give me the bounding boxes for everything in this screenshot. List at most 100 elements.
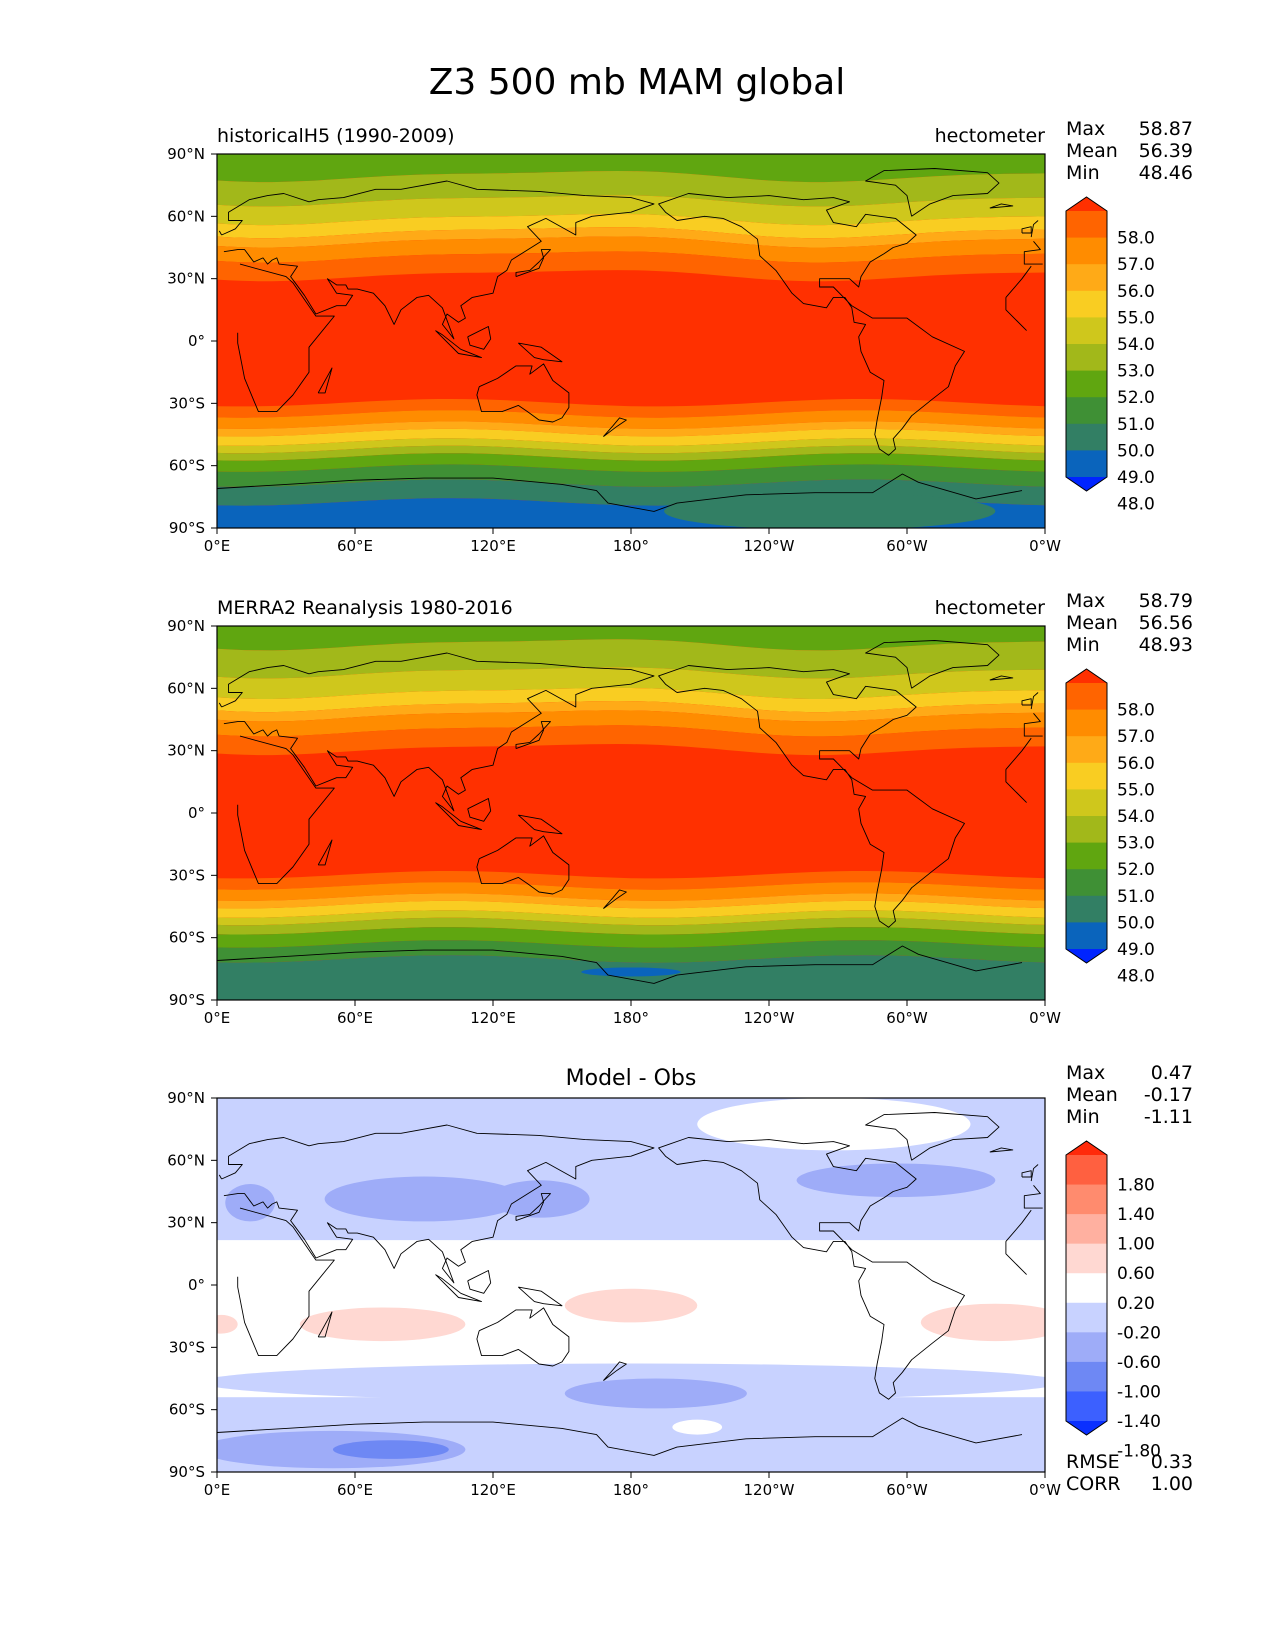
colorbar-label: -0.60	[1117, 1353, 1161, 1373]
stat-mean-label: Mean	[1066, 612, 1118, 634]
contour-band	[217, 428, 1045, 446]
stat-mean-value: 56.56	[1139, 612, 1193, 634]
panel-obs-units: hectometer	[935, 597, 1046, 619]
colorbar-label: 0.20	[1117, 1294, 1155, 1314]
lon-tick-120e: 120°E	[470, 1009, 516, 1027]
colorbar-label: 55.0	[1117, 308, 1155, 328]
stat-min-label: Min	[1066, 1106, 1100, 1128]
contour-band	[217, 940, 1045, 963]
colorbar-segment	[1066, 1302, 1107, 1333]
contour-band	[217, 917, 1045, 935]
colorbar-label: 52.0	[1117, 860, 1155, 880]
contour-band	[217, 410, 1045, 429]
contour-band	[217, 438, 1045, 454]
panel-model: historicalH5 (1990-2009) hectometer 90°N…	[167, 118, 1193, 555]
lon-tick-180: 180°	[613, 1481, 649, 1499]
colorbar-segment	[1066, 290, 1107, 318]
colorbar-label: -1.80	[1117, 1442, 1161, 1462]
colorbar-extend-max	[1066, 669, 1107, 683]
lon-tick-120e: 120°E	[470, 537, 516, 555]
stat-min-label: Min	[1066, 162, 1100, 184]
colorbar-label: 51.0	[1117, 415, 1155, 435]
stat-min-value: 48.93	[1139, 634, 1193, 656]
contour-patch	[672, 1419, 723, 1435]
colorbar-label: 51.0	[1117, 887, 1155, 907]
figure-title: Z3 500 mb MAM global	[429, 62, 846, 103]
colorbar-label: -1.00	[1117, 1382, 1161, 1402]
panel-diff-coastlines	[217, 1112, 1043, 1456]
lat-tick-30s: 30°S	[169, 394, 205, 412]
contour-band	[217, 910, 1045, 926]
coastline	[517, 814, 563, 835]
lon-tick-120w: 120°W	[744, 1009, 795, 1027]
colorbar-label: 49.0	[1117, 468, 1155, 488]
contour-patch	[564, 1378, 747, 1409]
colorbar-label: 55.0	[1117, 780, 1155, 800]
lon-tick-120w: 120°W	[744, 537, 795, 555]
colorbar-segment	[1066, 423, 1107, 451]
stat-rmse-label: RMSE	[1066, 1451, 1120, 1473]
colorbar-segment	[1066, 762, 1107, 790]
lat-tick-60s: 60°S	[169, 1401, 205, 1419]
contour-band	[217, 710, 1045, 737]
stat-min-label: Min	[1066, 634, 1100, 656]
coastline	[865, 640, 1000, 689]
stat-mean-label: Mean	[1066, 1084, 1118, 1106]
colorbar-label: 50.0	[1117, 913, 1155, 933]
lat-tick-60n: 60°N	[167, 679, 205, 697]
coastline	[1021, 1170, 1032, 1178]
panel-model-contour-field	[217, 154, 1045, 528]
lon-tick-60w: 60°W	[886, 1009, 928, 1027]
contour-band	[217, 667, 1045, 699]
colorbar-label: 52.0	[1117, 388, 1155, 408]
colorbar-label: 48.0	[1117, 495, 1155, 515]
contour-band	[217, 479, 1045, 506]
contour-band	[217, 882, 1045, 901]
stat-max-label: Max	[1066, 1062, 1105, 1084]
colorbar-segment	[1066, 816, 1107, 844]
panel-model-coastlines	[217, 168, 1043, 512]
contour-band	[217, 399, 1045, 418]
colorbar-segment	[1066, 344, 1107, 372]
stat-rmse-value: 0.33	[1151, 1451, 1193, 1473]
panel-model-units: hectometer	[935, 125, 1046, 147]
colorbar-segment	[1066, 397, 1107, 425]
colorbar-label: 1.00	[1117, 1235, 1155, 1255]
colorbar-label: 1.40	[1117, 1205, 1155, 1225]
colorbar-label: 49.0	[1117, 940, 1155, 960]
contour-band	[217, 626, 1045, 651]
contour-patch	[581, 967, 681, 977]
colorbar-segment	[1066, 1184, 1107, 1215]
coastline	[467, 798, 492, 822]
colorbar-segment	[1066, 1332, 1107, 1363]
contour-band	[217, 154, 1045, 183]
colorbar-extend-max	[1066, 197, 1107, 211]
coastline	[435, 802, 482, 831]
colorbar-segment	[1066, 1214, 1107, 1245]
lon-tick-0e: 0°E	[204, 1009, 231, 1027]
lat-tick-0: 0°	[188, 1276, 205, 1294]
stat-max-value: 58.79	[1139, 590, 1193, 612]
contour-band	[217, 687, 1045, 713]
contour-band	[217, 639, 1045, 679]
lat-tick-30n: 30°N	[167, 1214, 205, 1232]
coastline	[218, 692, 1039, 710]
coastline	[1021, 226, 1032, 234]
panel-obs-coastlines	[217, 640, 1043, 984]
colorbar-extend-min	[1066, 949, 1107, 963]
lat-tick-90s: 90°S	[169, 1463, 205, 1481]
contour-patch	[796, 1163, 996, 1198]
lon-tick-0e: 0°E	[204, 537, 231, 555]
stat-max-value: 58.87	[1139, 118, 1193, 140]
coastline	[221, 180, 1043, 340]
coastline	[865, 168, 1000, 217]
coastline	[218, 220, 1039, 238]
panel-model-axis-ticks: 90°N 60°N 30°N 0° 30°S 60°S 90°S 0°E 60°…	[167, 145, 1061, 555]
colorbar-label: 57.0	[1117, 727, 1155, 747]
coastline	[989, 1147, 1014, 1153]
lon-tick-60e: 60°E	[337, 1009, 373, 1027]
contour-band	[217, 893, 1045, 909]
lat-tick-60s: 60°S	[169, 457, 205, 475]
colorbar-segment	[1066, 317, 1107, 345]
coastline	[218, 1164, 1039, 1182]
